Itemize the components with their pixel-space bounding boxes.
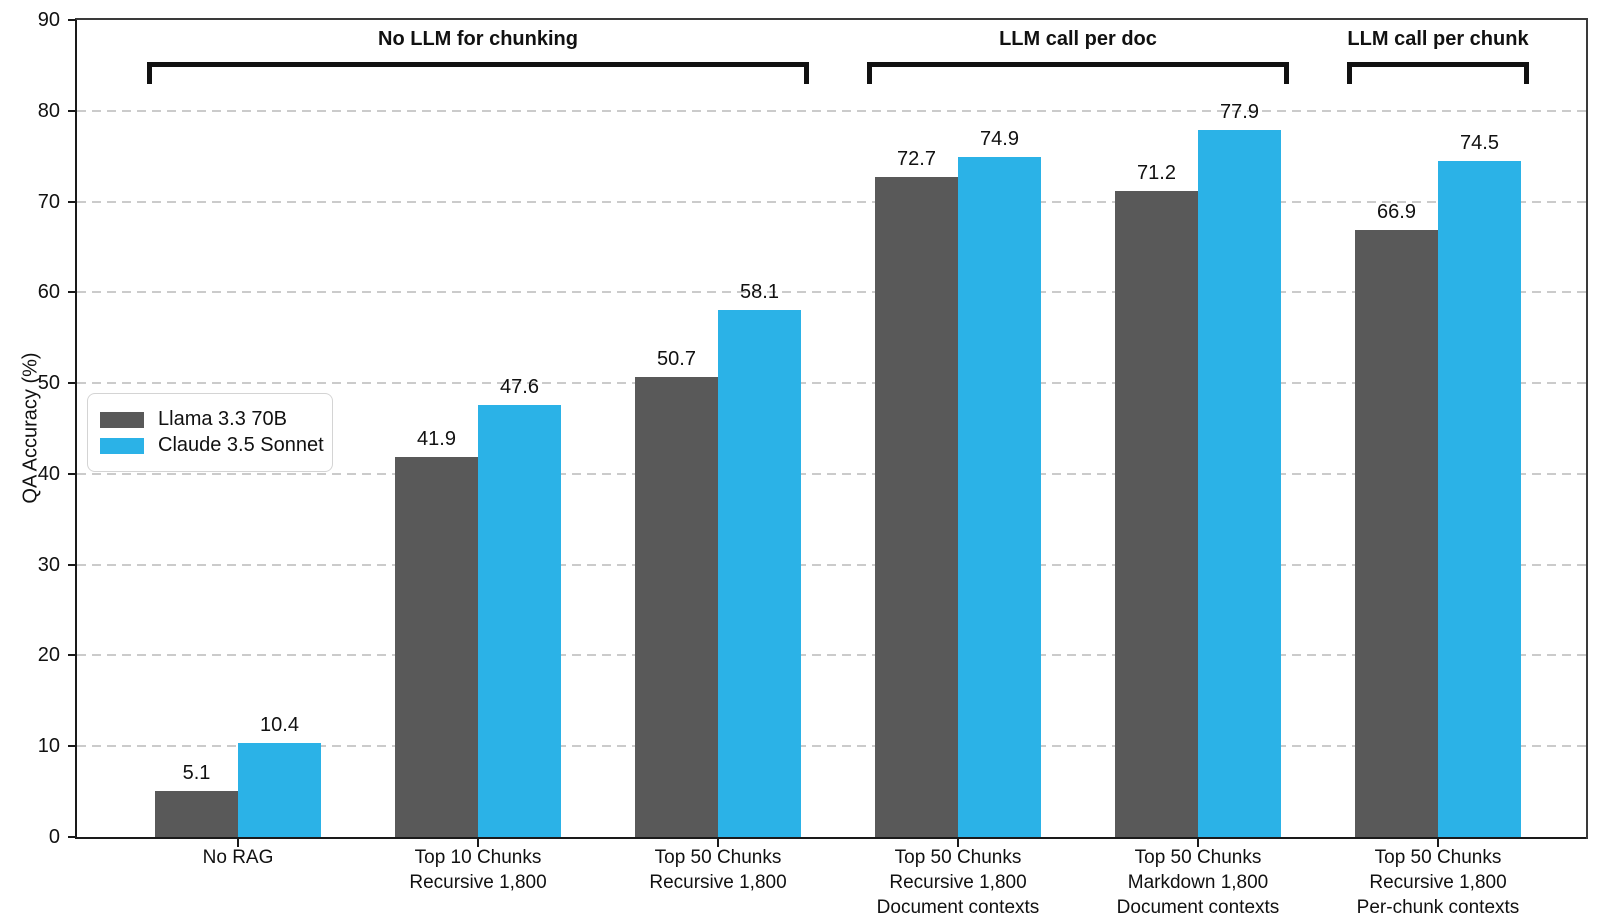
left-spine <box>75 18 77 839</box>
x-tick-label-line: Document contexts <box>876 897 1040 918</box>
bar-claude-group4 <box>1198 129 1281 837</box>
bar-llama-group0 <box>155 790 238 837</box>
x-tick-label-group3: Top 50 Chunks Recursive 1,800 Document con… <box>798 845 1118 920</box>
x-tick-label-group4: Top 50 Chunks Markdown 1,800 Document cont… <box>1038 845 1358 920</box>
y-tick-label: 80 <box>37 99 60 122</box>
right-spine <box>1586 18 1588 839</box>
y-tick-label: 70 <box>37 190 60 213</box>
legend-item-label: Llama 3.3 70B <box>158 408 287 430</box>
bracket-label-2: LLM call per chunk <box>1347 28 1529 50</box>
x-tick-mark <box>957 839 959 847</box>
gridline-y60 <box>77 291 1587 294</box>
bar-value-label: 50.7 <box>657 347 696 370</box>
legend: Llama 3.3 70B Claude 3.5 Sonnet <box>87 393 333 472</box>
bar-value-label: 10.4 <box>260 713 299 736</box>
x-tick-label-group2: Top 50 Chunks Recursive 1,800 <box>558 845 878 895</box>
bar-llama-group5 <box>1355 229 1438 837</box>
bar-claude-group0 <box>238 742 321 837</box>
y-tick-mark <box>68 109 76 112</box>
x-tick-label-line: Recursive 1,800 <box>649 872 787 893</box>
x-tick-label-line: No RAG <box>202 847 274 868</box>
y-tick-label: 20 <box>37 644 60 667</box>
y-tick-mark <box>68 654 76 657</box>
y-tick-mark <box>68 382 76 385</box>
bar-claude-group1 <box>478 404 561 837</box>
x-tick-mark <box>477 839 479 847</box>
x-tick-label-line: Top 50 Chunks <box>894 847 1022 868</box>
bar-llama-group4 <box>1115 190 1198 837</box>
bracket-label-1: LLM call per doc <box>999 28 1157 50</box>
x-tick-mark <box>1437 839 1439 847</box>
y-tick-label: 0 <box>48 826 60 848</box>
bracket-1 <box>867 62 1289 84</box>
x-tick-label-group1: Top 10 Chunks Recursive 1,800 <box>318 845 638 895</box>
bar-claude-group3 <box>958 157 1041 837</box>
legend-swatch-icon <box>100 411 144 428</box>
bottom-spine <box>75 837 1588 839</box>
x-tick-label-line: Top 50 Chunks <box>654 847 782 868</box>
x-tick-mark <box>1197 839 1199 847</box>
y-tick-label: 90 <box>37 9 60 31</box>
bar-value-label: 77.9 <box>1220 100 1259 123</box>
bracket-0 <box>147 62 809 84</box>
x-tick-mark <box>717 839 719 847</box>
gridline-y20 <box>77 654 1587 657</box>
y-tick-mark <box>68 836 76 838</box>
y-tick-mark <box>68 200 76 203</box>
y-tick-mark <box>68 745 76 748</box>
bar-value-label: 72.7 <box>897 148 936 171</box>
y-tick-label: 60 <box>37 281 60 304</box>
legend-item: Claude 3.5 Sonnet <box>100 434 324 457</box>
x-tick-label-group5: Top 50 Chunks Recursive 1,800 Per-chunk co… <box>1278 845 1598 920</box>
gridline-y30 <box>77 563 1587 566</box>
bar-value-label: 5.1 <box>182 761 211 784</box>
gridline-y50 <box>77 382 1587 385</box>
gridline-y40 <box>77 472 1587 475</box>
bar-llama-group1 <box>395 456 478 837</box>
bracket-label-0: No LLM for chunking <box>378 28 578 50</box>
y-tick-label: 50 <box>37 372 60 395</box>
x-tick-label-line: Markdown 1,800 <box>1127 872 1269 893</box>
bar-value-label: 41.9 <box>417 427 456 450</box>
bar-value-label: 66.9 <box>1377 200 1416 223</box>
x-tick-label-line: Top 50 Chunks <box>1134 847 1262 868</box>
y-tick-mark <box>68 563 76 566</box>
top-spine <box>75 18 1588 20</box>
y-tick-mark <box>68 19 76 21</box>
gridline-y70 <box>77 200 1587 203</box>
x-tick-label-line: Recursive 1,800 <box>409 872 547 893</box>
bar-value-label: 71.2 <box>1137 161 1176 184</box>
x-tick-label-line: Top 50 Chunks <box>1374 847 1502 868</box>
bracket-2 <box>1347 62 1529 84</box>
legend-swatch-icon <box>100 437 144 454</box>
bar-llama-group3 <box>875 177 958 837</box>
x-tick-label-group0: No RAG <box>78 845 398 870</box>
legend-item-label: Claude 3.5 Sonnet <box>158 434 324 456</box>
y-tick-label: 30 <box>37 553 60 576</box>
x-tick-label-line: Recursive 1,800 <box>1369 872 1507 893</box>
y-tick-mark <box>68 472 76 475</box>
x-tick-label-line: Top 10 Chunks <box>414 847 542 868</box>
plot-area: 5.1 10.4 41.9 47.6 50.7 58.1 72.7 74.9 71.2 77.9 6… <box>77 20 1587 837</box>
bar-value-label: 47.6 <box>500 375 539 398</box>
bar-claude-group5 <box>1438 160 1521 837</box>
gridline-y80 <box>77 109 1587 112</box>
x-tick-mark <box>237 839 239 847</box>
gridline-y10 <box>77 745 1587 748</box>
y-tick-mark <box>68 291 76 294</box>
bar-value-label: 74.9 <box>980 128 1019 151</box>
legend-item: Llama 3.3 70B <box>100 408 322 431</box>
x-tick-label-line: Per-chunk contexts <box>1356 897 1520 918</box>
bar-claude-group2 <box>718 309 801 837</box>
x-tick-label-line: Document contexts <box>1116 897 1280 918</box>
x-tick-label-line: Recursive 1,800 <box>889 872 1027 893</box>
y-tick-label: 10 <box>37 735 60 758</box>
bar-value-label: 58.1 <box>740 280 779 303</box>
bar-value-label: 74.5 <box>1460 131 1499 154</box>
y-tick-label: 40 <box>37 462 60 485</box>
bar-llama-group2 <box>635 376 718 837</box>
